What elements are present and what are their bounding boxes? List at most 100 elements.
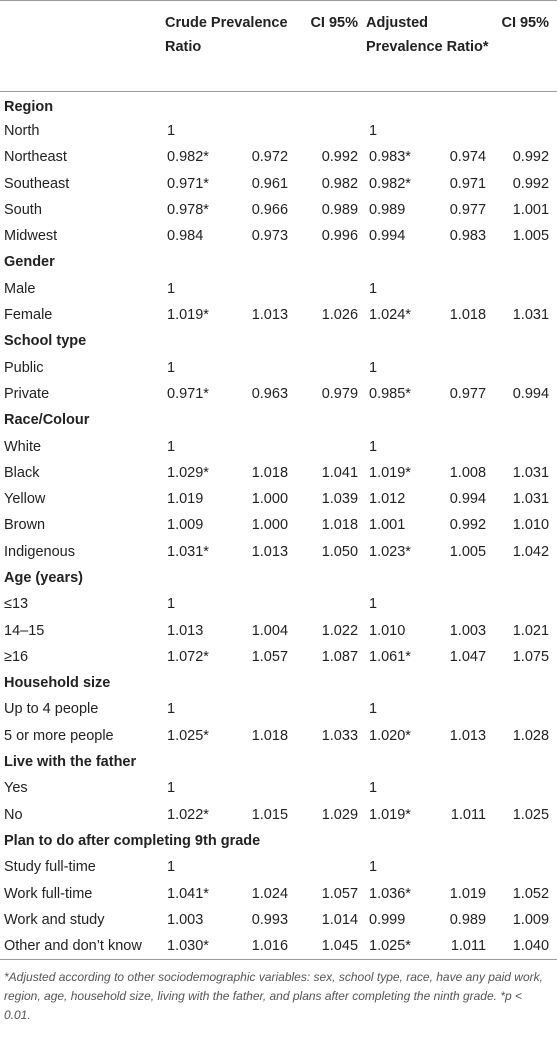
crude-ci-upper-cell: 0.996	[321, 228, 359, 245]
section-header: Region	[4, 98, 54, 115]
crude-ci-lower-cell: 1.024	[251, 885, 289, 902]
crude-ci-lower-cell: 1.057	[251, 648, 289, 665]
adjusted-ci-upper-cell: 1.001	[512, 201, 550, 218]
table-row: 5 or more people 1.025* 1.018 1.033 1.020* 1.…	[0, 723, 557, 749]
adjusted-ratio-cell: 1.019*	[369, 464, 411, 481]
adjusted-ci-lower-cell	[430, 276, 494, 302]
table-row: South 0.978* 0.966 0.989 0.989 0.977 1.001	[0, 197, 557, 223]
section-header-row: Region	[0, 92, 557, 118]
crude-ratio-cell: 1.022*	[167, 806, 209, 823]
row-label: Private	[4, 385, 50, 402]
crude-ratio-cell: 1.025*	[167, 727, 209, 744]
adjusted-ci-lower-cell: 1.018	[449, 307, 487, 324]
adjusted-ratio-cell: 0.989	[369, 201, 406, 218]
adjusted-ratio-cell: 1.019*	[369, 806, 411, 823]
adjusted-ratio-cell: 0.999	[369, 911, 406, 928]
row-label: South	[4, 201, 42, 218]
crude-ci-upper-cell: 1.057	[321, 885, 359, 902]
adjusted-ci-upper-cell	[494, 775, 557, 801]
header-crude-prevalence-ratio: Crude Prevalence Ratio	[165, 0, 297, 92]
row-label: Midwest	[4, 228, 58, 245]
adjusted-ci-upper-cell	[494, 854, 557, 880]
table-row: Indigenous 1.031* 1.013 1.050 1.023* 1.005 1.0…	[0, 539, 557, 565]
adjusted-ci-upper-cell	[494, 354, 557, 380]
section-header: Age (years)	[4, 569, 83, 586]
row-label: Study full-time	[4, 859, 96, 876]
crude-ratio-cell: 1.013	[167, 622, 204, 639]
crude-ci-lower-cell: 1.013	[251, 543, 289, 560]
crude-ratio-cell: 0.978*	[167, 201, 209, 218]
crude-ci-upper-cell: 1.050	[321, 543, 359, 560]
table-footnote: *Adjusted according to other sociodemogr…	[4, 969, 543, 1022]
adjusted-ci-lower-cell	[430, 591, 494, 617]
crude-ratio-cell: 1	[167, 701, 176, 718]
crude-ratio-cell: 1	[167, 359, 176, 376]
table-row: Midwest 0.984 0.973 0.996 0.994 0.983 1.005	[0, 223, 557, 249]
section-header-row: Gender	[0, 249, 557, 275]
crude-ci-upper-cell	[296, 775, 366, 801]
section-header: Race/Colour	[4, 412, 90, 429]
crude-ci-lower-cell: 0.993	[251, 911, 289, 928]
crude-ci-lower-cell: 1.018	[251, 464, 289, 481]
adjusted-ci-upper-cell	[494, 118, 557, 144]
table-row: Southeast 0.971* 0.961 0.982 0.982* 0.971 0.99…	[0, 170, 557, 196]
row-label: Up to 4 people	[4, 701, 99, 718]
crude-ratio-cell: 1.009	[167, 517, 204, 534]
adjusted-ratio-cell: 0.994	[369, 228, 406, 245]
crude-ci-lower-cell: 1.015	[251, 806, 289, 823]
crude-ci-lower-cell: 0.972	[251, 149, 289, 166]
crude-ratio-cell: 1	[167, 596, 176, 613]
crude-ci-lower-cell	[232, 775, 296, 801]
adjusted-ci-lower-cell	[430, 775, 494, 801]
adjusted-ci-lower-cell: 1.003	[449, 622, 487, 639]
adjusted-ratio-cell: 1.024*	[369, 307, 411, 324]
adjusted-ratio-cell: 1.061*	[369, 648, 411, 665]
adjusted-ci-upper-cell	[494, 591, 557, 617]
adjusted-ci-upper-cell: 1.028	[512, 727, 550, 744]
adjusted-ci-lower-cell: 0.992	[449, 517, 487, 534]
crude-ci-lower-cell: 1.018	[251, 727, 289, 744]
row-label: Black	[4, 464, 40, 481]
table-row: Work and study 1.003 0.993 1.014 0.999 0.989 1…	[0, 907, 557, 933]
section-header: Household size	[4, 675, 111, 692]
adjusted-ci-lower-cell: 0.971	[449, 175, 487, 192]
table-row: Study full-time 1 1	[0, 854, 557, 880]
crude-ci-upper-cell: 1.087	[321, 648, 359, 665]
crude-ratio-cell: 0.971*	[167, 175, 209, 192]
crude-ci-upper-cell	[296, 118, 366, 144]
adjusted-ci-upper-cell: 1.042	[512, 543, 550, 560]
adjusted-ratio-cell: 1	[369, 122, 378, 139]
adjusted-ci-upper-cell: 1.031	[512, 491, 550, 508]
table-row: Female 1.019* 1.013 1.026 1.024* 1.018 1.031	[0, 302, 557, 328]
crude-ci-lower-cell	[232, 118, 296, 144]
table-row: Private 0.971* 0.963 0.979 0.985* 0.977 0.994	[0, 381, 557, 407]
section-header-row: School type	[0, 328, 557, 354]
crude-ci-lower-cell: 1.004	[251, 622, 289, 639]
table-row: ≤13 1 1	[0, 591, 557, 617]
crude-ratio-cell: 1.029*	[167, 464, 209, 481]
row-label: Northeast	[4, 149, 67, 166]
table-body: Region North 1 1 Northeast 0.982* 0.972 0.992 0.…	[0, 92, 557, 960]
adjusted-ci-lower-cell	[430, 354, 494, 380]
adjusted-ci-upper-cell: 1.031	[512, 464, 550, 481]
adjusted-ratio-cell: 1	[369, 438, 378, 455]
adjusted-ci-upper-cell: 0.992	[512, 175, 550, 192]
adjusted-ratio-cell: 0.983*	[369, 149, 411, 166]
crude-ci-upper-cell	[296, 433, 366, 459]
section-header: Plan to do after completing 9th grade	[4, 832, 261, 849]
crude-ratio-cell: 1.030*	[165, 933, 232, 960]
adjusted-ratio-cell: 1.036*	[369, 885, 411, 902]
crude-ci-upper-cell: 0.982	[321, 175, 359, 192]
row-label: 14–15	[4, 622, 45, 639]
crude-ci-upper-cell: 1.029	[321, 806, 359, 823]
crude-ci-lower-cell: 1.016	[232, 933, 297, 960]
row-label: Work full-time	[4, 885, 93, 902]
adjusted-ci-lower-cell: 1.005	[449, 543, 487, 560]
crude-ci-upper-cell: 0.979	[321, 385, 359, 402]
row-label: Indigenous	[4, 543, 75, 560]
adjusted-ratio-cell: 1.012	[369, 491, 406, 508]
table-row: Northeast 0.982* 0.972 0.992 0.983* 0.974 0.99…	[0, 144, 557, 170]
row-label: Male	[4, 280, 36, 297]
crude-ci-upper-cell: 1.026	[321, 307, 359, 324]
crude-ci-upper-cell: 1.018	[321, 517, 359, 534]
